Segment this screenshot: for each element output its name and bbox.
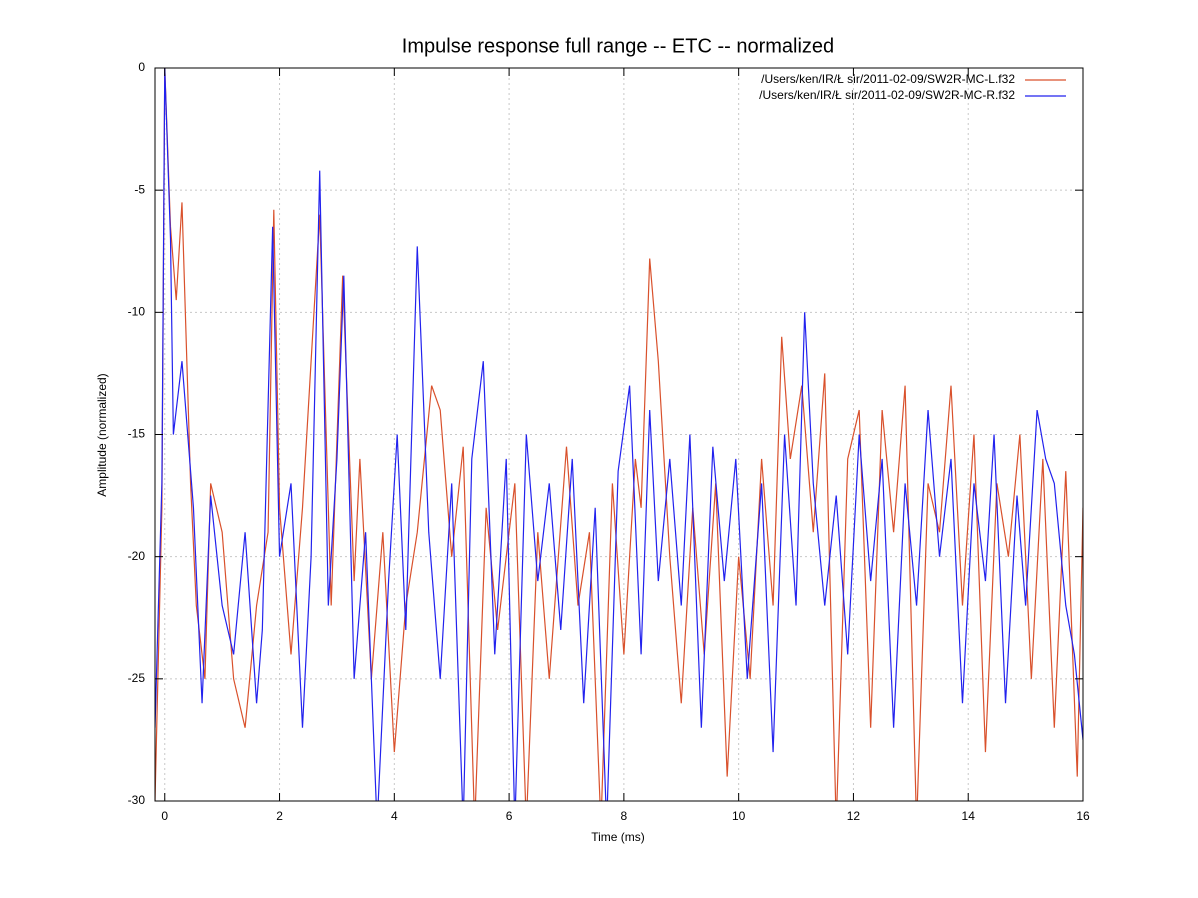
x-tick-label: 6 [506,809,513,823]
x-tick-label: 14 [962,809,976,823]
chart-title: Impulse response full range -- ETC -- no… [402,35,834,57]
grid [155,67,1084,802]
plot-border [154,67,1084,802]
legend-label: /Users/ken/IR/Ł sir/2011-02-09/SW2R-MC-L… [761,72,1015,86]
x-tick-label: 8 [621,809,628,823]
x-tick-label: 10 [732,809,746,823]
x-tick-label: 2 [276,809,283,823]
x-axis-label: Time (ms) [591,830,645,844]
y-tick-label: 0 [138,60,145,74]
y-tick-label: -30 [128,793,146,807]
y-tick-label: -20 [128,549,146,563]
plot-lines [155,68,1083,801]
series-line [155,68,1083,801]
x-tick-label: 16 [1076,809,1090,823]
y-tick-label: -15 [128,427,146,441]
x-tick-label: 12 [847,809,861,823]
y-axis-label: Amplitude (normalized) [95,373,109,496]
legend-label: /Users/ken/IR/Ł sir/2011-02-09/SW2R-MC-R… [759,88,1015,102]
y-tick-label: -5 [134,182,145,196]
x-tick-label: 0 [161,809,168,823]
y-tick-label: -10 [128,305,146,319]
y-tick-label: -25 [128,671,146,685]
series-line [155,68,1083,801]
x-tick-label: 4 [391,809,398,823]
